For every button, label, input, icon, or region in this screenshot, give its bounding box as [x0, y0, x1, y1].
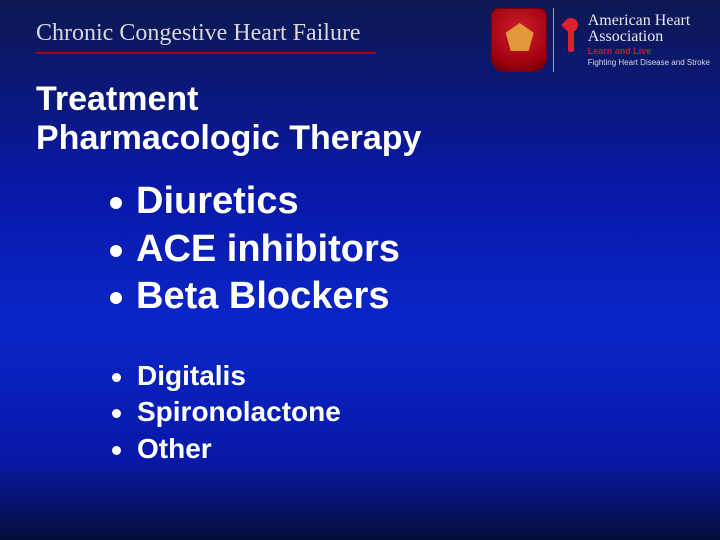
- slide-title: Treatment Pharmacologic Therapy: [36, 80, 421, 158]
- torch-icon: [560, 18, 582, 52]
- heart-emblem-icon: [491, 8, 547, 72]
- bullet-label: Digitalis: [137, 358, 246, 394]
- bullet-label: Beta Blockers: [136, 273, 389, 321]
- header-subtitle: Chronic Congestive Heart Failure: [36, 20, 361, 47]
- aha-block: American Heart Association Learn and Liv…: [560, 13, 710, 67]
- bullet-icon: [112, 446, 121, 455]
- org-sub: Learn and Live: [588, 47, 691, 56]
- title-line2: Pharmacologic Therapy: [36, 119, 421, 158]
- bullet-icon: [110, 245, 122, 257]
- bullet-label: Spironolactone: [137, 394, 341, 430]
- bullet-icon: [110, 197, 122, 209]
- list-item: Digitalis: [112, 358, 341, 394]
- list-item: Spironolactone: [112, 394, 341, 430]
- branding-block: American Heart Association Learn and Liv…: [491, 8, 710, 72]
- bullet-icon: [112, 373, 121, 382]
- bullet-label: Other: [137, 431, 212, 467]
- header-underline: [36, 52, 376, 54]
- org-tagline: Fighting Heart Disease and Stroke: [588, 58, 710, 67]
- bullet-icon: [110, 292, 122, 304]
- title-line1: Treatment: [36, 80, 421, 119]
- list-item: Beta Blockers: [110, 273, 400, 321]
- bullet-label: Diuretics: [136, 178, 299, 226]
- list-item: ACE inhibitors: [110, 226, 400, 274]
- secondary-bullet-list: Digitalis Spironolactone Other: [112, 358, 341, 467]
- brand-divider: [553, 8, 554, 72]
- org-name-line2: Association: [588, 29, 691, 45]
- primary-bullet-list: Diuretics ACE inhibitors Beta Blockers: [110, 178, 400, 321]
- list-item: Other: [112, 431, 341, 467]
- org-name-line1: American Heart: [588, 13, 691, 29]
- list-item: Diuretics: [110, 178, 400, 226]
- bullet-label: ACE inhibitors: [136, 226, 400, 274]
- bullet-icon: [112, 409, 121, 418]
